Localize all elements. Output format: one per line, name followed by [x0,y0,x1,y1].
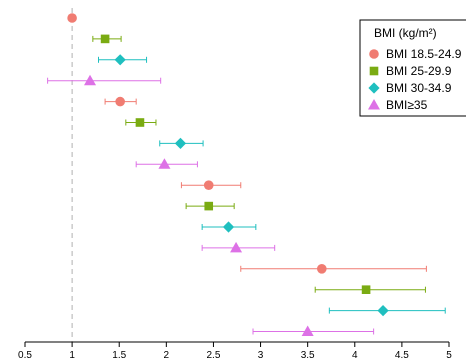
point-estimate [203,180,214,190]
point-estimate [158,158,171,169]
point-estimate [361,285,371,294]
point-estimate [317,264,327,274]
point-estimate [100,34,110,44]
point-estimate [67,13,77,23]
x-tick-label: 2 [164,350,170,361]
legend-entry-label: BMI 18.5-24.9 [386,47,462,61]
point-estimate [301,325,314,336]
plot-area [47,8,446,342]
x-tick-label: 3 [258,350,264,361]
x-tick-label: 4 [352,350,358,361]
point-estimate [114,54,126,66]
x-tick-label: 0.5 [18,350,32,361]
legend-marker [368,99,380,110]
legend: BMI (kg/m²) BMI 18.5-24.9 BMI 25-29.9 BMI … [359,19,466,117]
legend-entry-label: BMI 30-34.9 [386,81,452,95]
x-tick-label: 1 [69,350,75,361]
x-tick-label: 4.5 [395,350,409,361]
point-estimate [174,137,187,149]
legend-title: BMI (kg/m²) [374,26,437,40]
point-estimate [84,74,97,86]
x-tick-label: 2.5 [206,350,220,361]
legend-marker [368,82,380,94]
x-tick-label: 5 [446,350,452,361]
legend-marker [369,66,379,76]
point-estimate [135,118,145,127]
legend-marker [369,49,379,59]
x-tick-label: 3.5 [301,350,315,361]
point-estimate [115,96,125,107]
point-estimate [222,221,235,233]
point-estimate [204,201,214,211]
point-estimate [230,241,243,253]
x-tick-label: 1.5 [112,350,126,361]
x-axis: 0.5 1 1.5 2 2.5 3 3.5 4 4.5 5 [18,341,452,361]
point-estimate [377,305,389,317]
legend-entry-label: BMI≥35 [386,98,428,112]
legend-entry-label: BMI 25-29.9 [386,64,452,78]
